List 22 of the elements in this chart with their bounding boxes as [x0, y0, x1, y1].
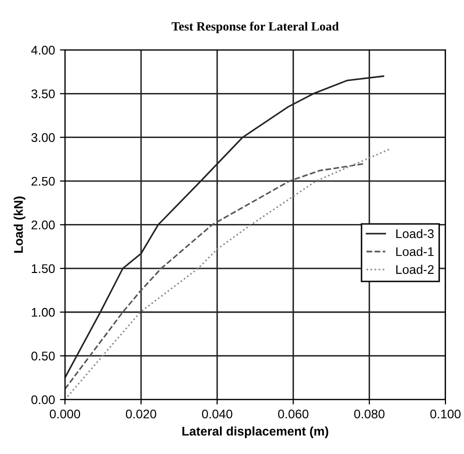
x-tick-label: 0.020	[126, 410, 156, 418]
legend-label: Load-3	[396, 228, 434, 238]
y-tick-label: 3.50	[31, 89, 55, 98]
y-tick-label: 1.00	[32, 308, 55, 317]
y-tick-label: 2.50	[32, 176, 55, 186]
chart-title: Test Response for Lateral Load	[172, 22, 339, 34]
y-tick-label: 3.00	[31, 133, 55, 142]
x-tick-label: 0.080	[354, 410, 384, 418]
x-tick-label: 0.100	[430, 410, 461, 418]
legend-label: Load-2	[396, 264, 434, 274]
y-tick-label: 0.50	[31, 352, 55, 360]
y-tick-label: 1.50	[32, 264, 55, 274]
x-tick-label: 0.060	[278, 410, 308, 418]
y-axis-title: Load (kN)	[14, 196, 26, 253]
y-tick-label: 2.00	[32, 220, 55, 230]
y-tick-label: 0.00	[31, 395, 55, 404]
line-series	[64, 148, 392, 400]
x-tick-label: 0.000	[50, 410, 80, 418]
legend-label: Load-1	[396, 246, 434, 256]
x-tick-label: 0.040	[202, 410, 232, 418]
y-tick-label: 4.00	[31, 46, 55, 55]
x-axis-title: Lateral displacement (m)	[182, 426, 328, 438]
